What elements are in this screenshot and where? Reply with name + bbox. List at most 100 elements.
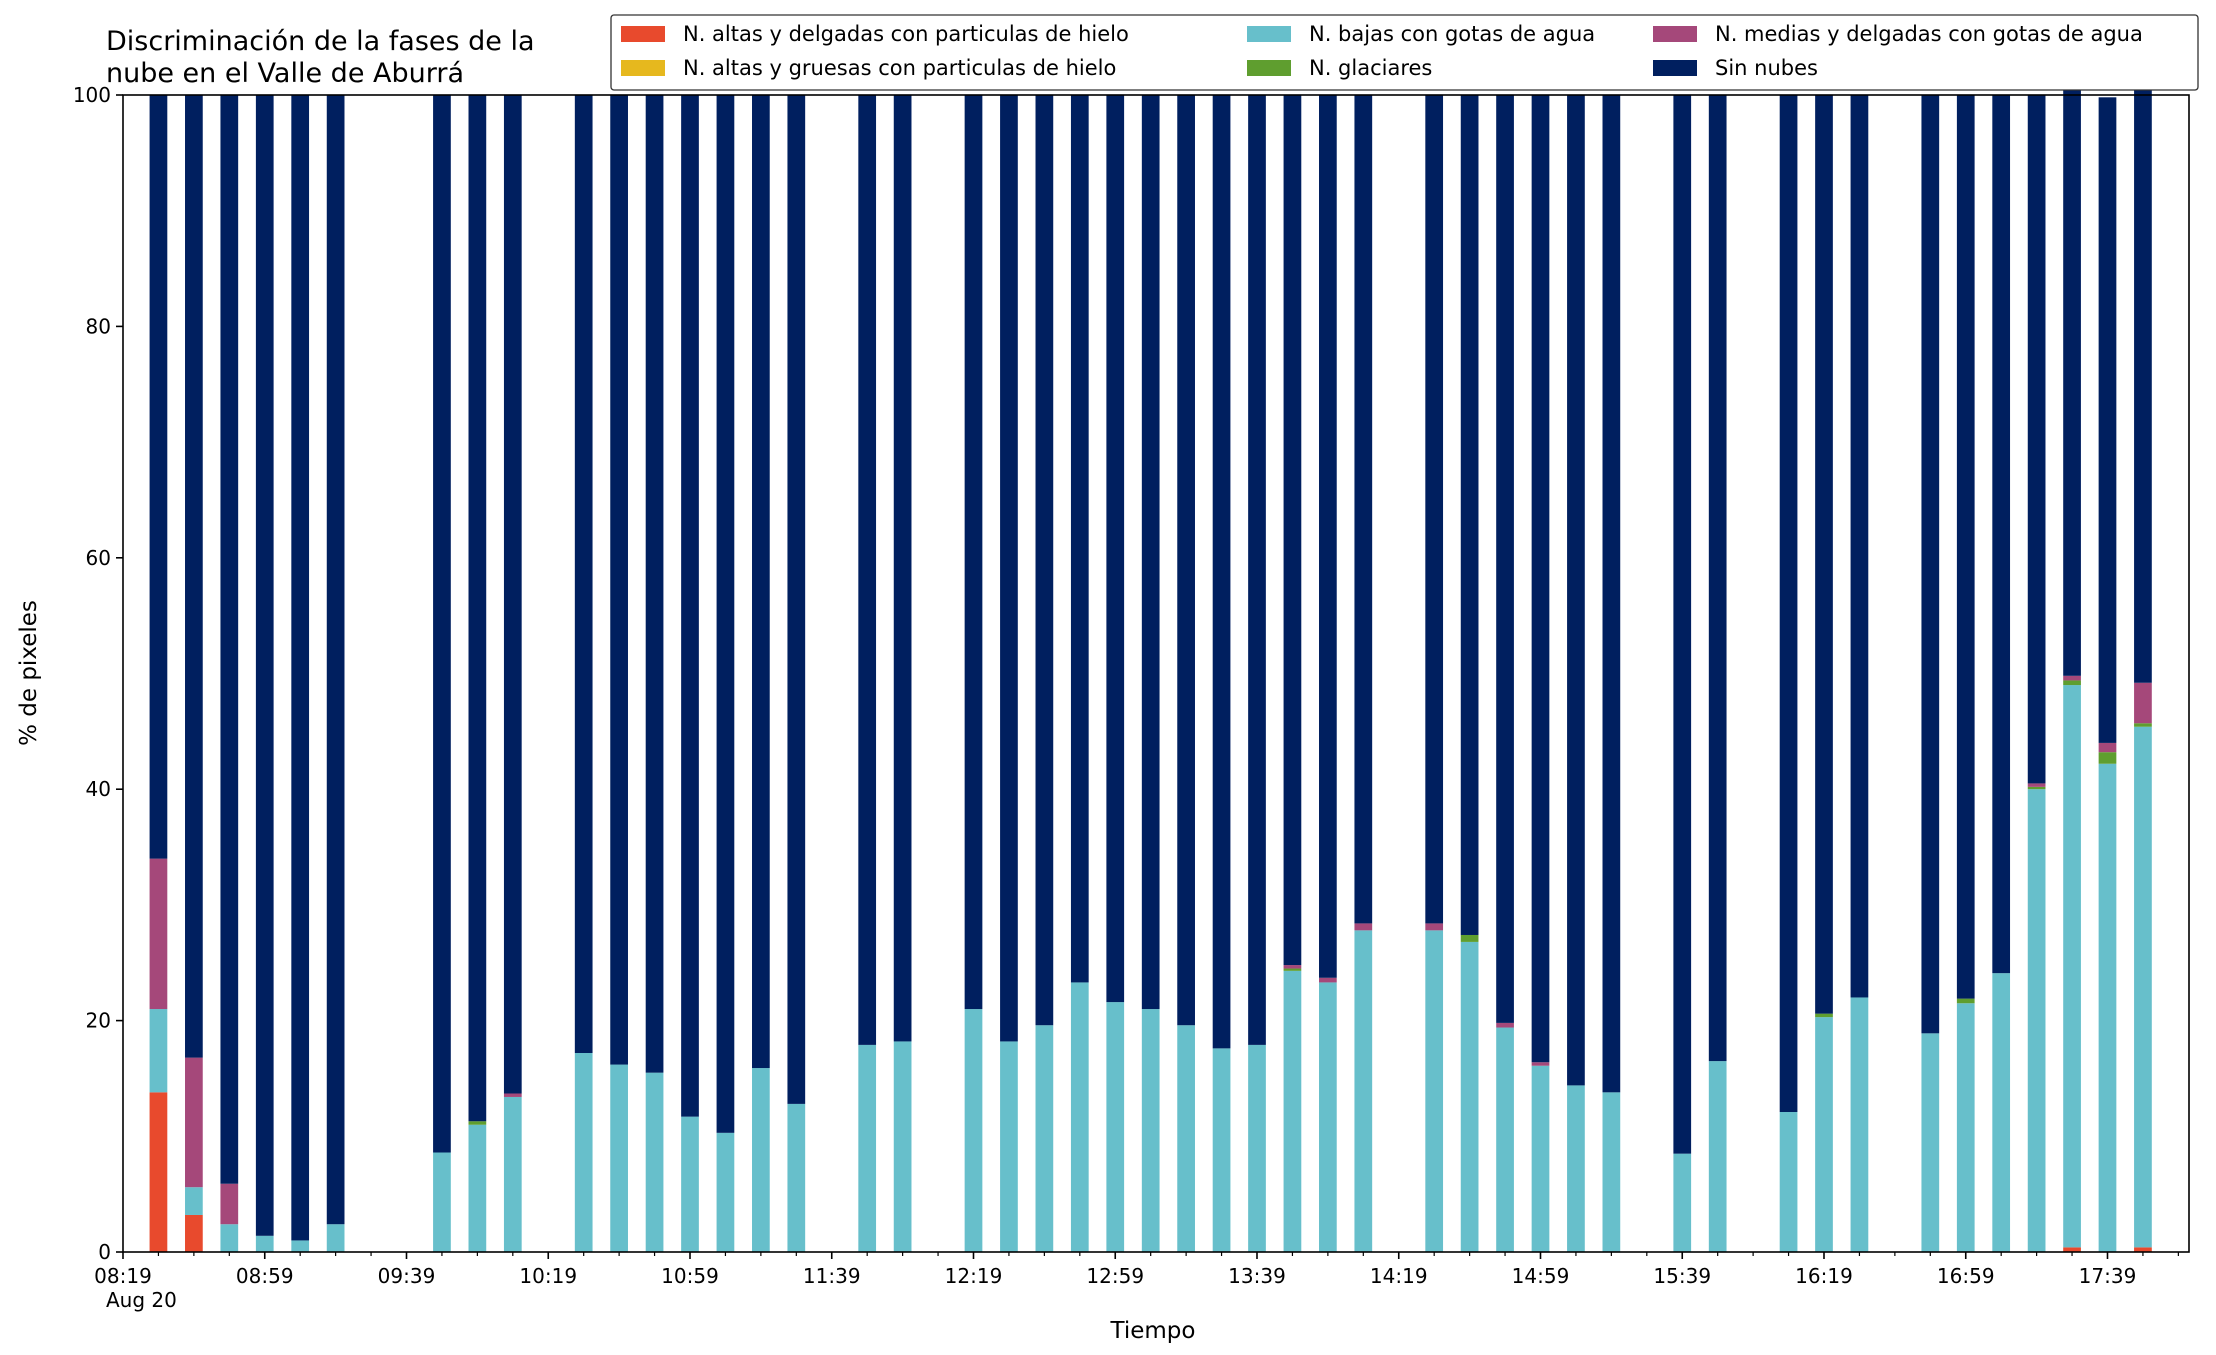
legend-swatch <box>621 26 665 42</box>
bar-segment <box>1496 1022 1514 1028</box>
y-tick-label: 0 <box>98 1240 111 1264</box>
x-tick-label: 12:19 <box>945 1264 1003 1288</box>
legend-box <box>610 14 2199 91</box>
bar-segment <box>574 95 593 1053</box>
bar-segment <box>1815 1017 1833 1252</box>
bar-segment <box>1921 95 1940 1034</box>
bar-segment <box>2027 95 2046 784</box>
bar-segment <box>858 95 877 1045</box>
bar-segment <box>645 1072 664 1252</box>
bar-segment <box>468 1124 487 1252</box>
plot-frame <box>122 94 2190 1253</box>
x-tick-label: 10:59 <box>661 1264 719 1288</box>
legend-swatch <box>1247 60 1291 76</box>
bar-segment <box>1212 1048 1231 1252</box>
x-tick-label: 14:59 <box>1512 1264 1570 1288</box>
x-tick-label: 15:39 <box>1653 1264 1711 1288</box>
chart-title-line-1: Discriminación de la fases de la <box>106 26 535 57</box>
bar-segment <box>2134 723 2152 727</box>
bar-segment <box>1319 95 1337 978</box>
bar-segment <box>787 1103 806 1252</box>
bar-segment <box>1567 95 1585 1086</box>
legend-swatch <box>621 60 665 76</box>
bar-segment <box>716 1132 735 1252</box>
bar-segment <box>2063 685 2081 1248</box>
bar-segment <box>1496 95 1514 1023</box>
bar-segment <box>1319 982 1337 1252</box>
bar-segment <box>185 1057 203 1188</box>
bar-segment <box>858 1044 877 1252</box>
y-axis-label: % de pixeles <box>16 600 42 746</box>
bar-segment <box>1177 1025 1195 1252</box>
bar-segment <box>149 858 168 1010</box>
bar-segment <box>1531 95 1550 1063</box>
bar-segment <box>1000 1041 1018 1252</box>
bar-segment <box>1141 1009 1160 1252</box>
bar-segment <box>2098 763 2117 1252</box>
bar-segment <box>503 1093 522 1097</box>
legend: N. altas y delgadas con particulas de hi… <box>610 14 2199 91</box>
bar-segment <box>574 1053 593 1252</box>
bar-segment <box>1673 1153 1692 1252</box>
bar-segment <box>185 1214 203 1252</box>
bar-segment <box>185 1187 203 1215</box>
bar-segment <box>1354 95 1373 924</box>
bar-segment <box>1531 1065 1550 1252</box>
bar-segment <box>220 1224 239 1252</box>
bar-segment <box>787 95 806 1104</box>
y-tick-label: 100 <box>73 83 111 107</box>
legend-label: N. glaciares <box>1309 56 1432 80</box>
bar-segment <box>645 95 664 1073</box>
bar-segment <box>291 1240 310 1252</box>
y-tick-label: 80 <box>86 314 111 338</box>
x-tick-label: 11:39 <box>803 1264 861 1288</box>
legend-label: N. bajas con gotas de agua <box>1309 22 1595 46</box>
legend-label: Sin nubes <box>1715 56 1818 80</box>
bar-segment <box>610 1064 628 1252</box>
bar-segment <box>716 95 735 1133</box>
bar-segment <box>1779 1112 1798 1252</box>
y-tick-label: 40 <box>86 777 111 801</box>
bar-segment <box>1602 1092 1621 1252</box>
bar-segment <box>2134 89 2152 683</box>
legend-label: N. medias y delgadas con gotas de agua <box>1715 22 2143 46</box>
bar-segment <box>1283 968 1302 971</box>
x-tick-label: 08:59 <box>236 1264 294 1288</box>
bar-segment <box>1141 95 1160 1010</box>
bar-segment <box>2063 675 2081 681</box>
bar-segment <box>1992 973 2011 1252</box>
bar-segment <box>1283 970 1302 1252</box>
bar-segment <box>1708 1061 1727 1252</box>
bar-segment <box>1283 95 1302 966</box>
bar-segment <box>1602 95 1621 1093</box>
bar-segment <box>255 95 274 1236</box>
bar-segment <box>1850 95 1869 998</box>
legend-swatch <box>1247 26 1291 42</box>
bar-segment <box>1815 1013 1833 1018</box>
x-tick-label: 13:39 <box>1228 1264 1286 1288</box>
bar-segment <box>468 1121 487 1125</box>
x-tick-label: 12:59 <box>1086 1264 1144 1288</box>
bar-segment <box>1106 95 1125 1003</box>
bar-segment <box>752 1068 770 1252</box>
bar-segment <box>2063 1247 2081 1252</box>
bar-segment <box>681 1116 699 1252</box>
x-tick-label: 14:19 <box>1370 1264 1428 1288</box>
bar-segment <box>1460 934 1479 942</box>
bar-segment <box>2134 1247 2152 1252</box>
bar-segment <box>1354 930 1373 1252</box>
legend-swatch <box>1653 26 1697 42</box>
bar-segment <box>1177 95 1195 1026</box>
bar-segment <box>1567 1085 1585 1252</box>
bar-segment <box>893 95 912 1042</box>
y-tick-label: 60 <box>86 546 111 570</box>
bar-segment <box>2063 90 2081 676</box>
bar-segment <box>326 95 345 1225</box>
bar-segment <box>893 1041 912 1252</box>
bar-segment <box>149 1092 168 1252</box>
x-tick-label: 08:19 <box>94 1264 152 1288</box>
bar-segment <box>220 95 239 1184</box>
bar-segment <box>1956 998 1975 1004</box>
bar-segment <box>1283 965 1302 969</box>
